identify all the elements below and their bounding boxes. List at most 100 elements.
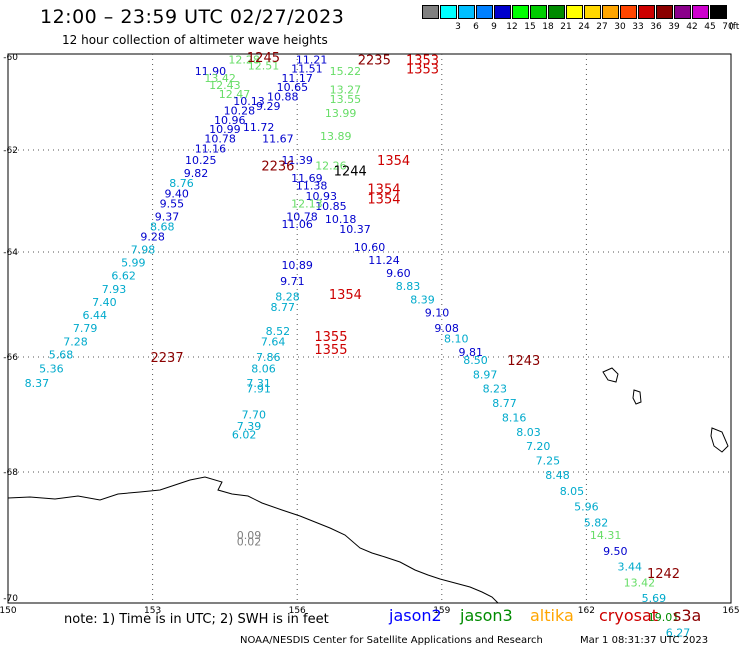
wave-height-label: 8.23 [483,383,508,396]
wave-height-label: 11.06 [281,218,313,231]
wave-height-label: 9.28 [140,231,165,244]
legend-swatch [494,5,511,19]
wave-height-label: 7.40 [92,296,117,309]
pass-time-label: 2237 [151,351,184,366]
legend-label: 21 [560,22,572,32]
wave-height-label: 8.77 [270,301,295,314]
wave-height-label: 9.29 [256,100,281,113]
wave-height-label: 7.93 [102,283,127,296]
wave-height-label: 5.69 [642,592,667,605]
pass-time-label: 1354 [367,182,400,197]
wave-height-label: 7.39 [237,420,262,433]
wave-height-label: 10.99 [209,123,241,136]
wave-height-label: 0.09 [237,529,262,542]
lon-tick-label: 156 [289,606,306,616]
wave-height-label: 10.25 [185,154,217,167]
wave-height-label: 7.98 [131,243,156,256]
wave-height-label: 10.65 [277,81,309,94]
pass-time-label: 1354 [377,154,410,169]
wave-height-label: 11.39 [281,154,313,167]
wave-height-label: 9.81 [458,346,483,359]
wave-height-label: 14.31 [590,529,622,542]
lon-tick-label: 153 [144,606,161,616]
wave-height-label: 11.72 [243,121,275,134]
wave-height-label: 9.71 [280,275,305,288]
legend-swatch [656,5,673,19]
page-title: 12:00 – 23:59 UTC 02/27/2023 [40,6,345,28]
wave-height-label: 8.05 [560,485,585,498]
legend-label: 33 [632,22,644,32]
wave-height-label: 12.28 [228,53,260,66]
legend-label: 9 [491,22,497,32]
wave-height-label: 10.89 [281,259,313,272]
legend-label: 39 [668,22,680,32]
legend-label: 42 [686,22,698,32]
pass-time-label: 1354 [329,288,362,303]
wave-height-label: 8.77 [492,397,517,410]
wave-height-label: 9.50 [603,545,628,558]
wave-height-label: 11.69 [291,172,323,185]
legend-swatch [674,5,691,19]
wave-height-label: 7.64 [261,335,286,348]
wave-height-label: 8.03 [516,426,541,439]
wave-height-label: 11.16 [195,143,227,156]
wave-height-label: 11.67 [262,132,294,145]
wave-height-label: 12.51 [248,59,280,72]
pass-time-label: 2235 [358,53,391,68]
wave-height-label: 8.97 [473,368,498,381]
legend-label: 70 [722,22,734,32]
lon-tick-label: 165 [722,606,739,616]
lat-tick-label: -62 [3,146,18,156]
wave-height-label: 8.76 [169,177,194,190]
wave-height-label: 6.62 [111,270,136,283]
wave-height-label: 7.28 [63,335,88,348]
wave-height-label: 19.01 [648,611,680,624]
satellite-jason2: jason2 [389,606,442,625]
antarctic-coast [7,476,499,604]
legend-swatch [710,5,727,19]
legend-swatch [440,5,457,19]
pass-time-label: 1355 [314,330,347,345]
wave-height-label: 5.96 [574,501,599,514]
graticule [8,54,731,603]
wave-height-label: 10.60 [354,241,386,254]
pass-time-label: 1354 [367,192,400,207]
legend-swatch [530,5,547,19]
wave-height-label: 8.52 [266,325,291,338]
wave-height-label: 15.22 [330,65,362,78]
wave-height-label: 12.43 [209,79,241,92]
pass-time-label: 1353 [406,53,439,68]
legend-label: 3 [455,22,461,32]
wave-height-label: 9.60 [386,267,411,280]
legend-swatch [422,5,439,19]
wave-height-label: 8.16 [502,411,527,424]
wave-height-label: 10.96 [214,114,246,127]
credit-date: Mar 1 08:31:37 UTC 2023 [580,635,709,646]
legend-swatch [584,5,601,19]
wave-height-label: 10.18 [325,213,357,226]
wave-height-label: 10.28 [224,104,256,117]
legend-swatch [602,5,619,19]
legend-label: 45 [704,22,716,32]
footnote: note: 1) Time is in UTC; 2) SWH is in fe… [64,612,329,627]
wave-height-label: 9.08 [434,322,459,335]
legend-swatch [638,5,655,19]
wave-height-label: 9.82 [184,167,209,180]
pass-time-label: 1242 [647,567,680,582]
legend-label: 18 [542,22,554,32]
wave-height-label: 8.39 [410,293,435,306]
wave-height-label: 12.47 [219,88,251,101]
lat-tick-label: -70 [3,594,18,604]
wave-height-label: 5.36 [39,363,64,376]
satellite-cryosat: cryosat [599,606,659,625]
legend-swatch [548,5,565,19]
satellite-jason3: jason3 [460,606,513,625]
wave-height-label: 13.89 [320,130,352,143]
wave-height-label: 8.48 [545,469,570,482]
legend-swatch [692,5,709,19]
wave-height-label: 12.26 [315,159,347,172]
wave-height-label: 6.27 [666,627,691,640]
legend-label: 6 [473,22,479,32]
